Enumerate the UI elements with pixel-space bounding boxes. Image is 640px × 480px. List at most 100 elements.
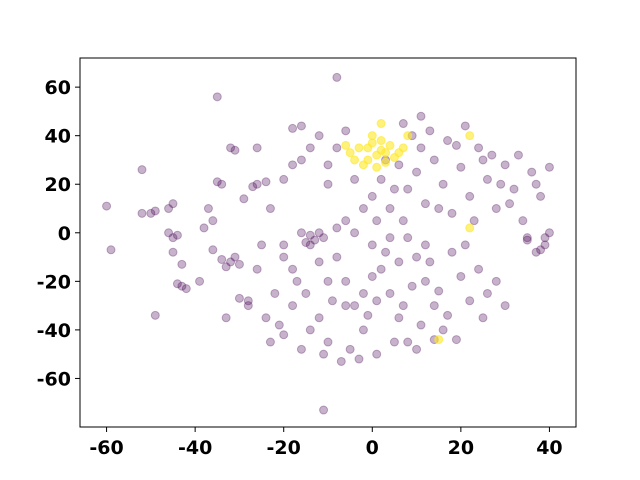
point (319, 405, 329, 415)
point (416, 320, 426, 330)
point (172, 230, 182, 240)
x-tick-label: 40 (536, 437, 562, 459)
point (288, 264, 298, 274)
point (274, 320, 284, 330)
point (434, 204, 444, 214)
point (443, 310, 453, 320)
point (332, 143, 342, 153)
point (332, 223, 342, 233)
point (305, 230, 315, 240)
point (522, 235, 532, 245)
point (505, 199, 515, 209)
point (305, 143, 315, 153)
point (474, 143, 484, 153)
point (168, 199, 178, 209)
point (527, 167, 537, 177)
point (540, 240, 550, 250)
point (478, 155, 488, 165)
point (536, 245, 546, 255)
point (394, 313, 404, 323)
point (265, 337, 275, 347)
point (177, 281, 187, 291)
point (389, 184, 399, 194)
point (106, 245, 116, 255)
point (243, 301, 253, 311)
point (403, 337, 413, 347)
point (372, 162, 382, 172)
point (323, 179, 333, 189)
point (350, 228, 360, 238)
point (398, 301, 408, 311)
point (438, 325, 448, 335)
point (305, 240, 315, 250)
point (363, 310, 373, 320)
point (460, 240, 470, 250)
point (137, 165, 147, 175)
point (230, 252, 240, 262)
point (381, 247, 391, 257)
point (376, 174, 386, 184)
x-tick-label: -20 (267, 437, 301, 459)
point (350, 301, 360, 311)
point (482, 174, 492, 184)
point (372, 349, 382, 359)
point (310, 235, 320, 245)
point (367, 271, 377, 281)
point (301, 238, 311, 247)
point (288, 123, 298, 133)
point (341, 276, 351, 286)
point (164, 228, 174, 238)
point (398, 216, 408, 226)
point (496, 179, 506, 189)
point (398, 119, 408, 129)
point (102, 201, 112, 211)
point (314, 131, 324, 141)
point (239, 194, 249, 204)
point (257, 240, 267, 250)
point (367, 240, 377, 250)
point (358, 204, 368, 214)
point (221, 313, 231, 323)
point (358, 325, 368, 335)
point (265, 204, 275, 214)
point (137, 208, 147, 218)
plot-frame (79, 57, 577, 428)
point (456, 271, 466, 281)
point (385, 140, 395, 150)
point (301, 288, 311, 298)
point (217, 254, 227, 264)
point (491, 276, 501, 286)
point (443, 136, 453, 146)
point (261, 177, 271, 187)
point (518, 216, 528, 226)
point (146, 208, 156, 218)
point (203, 204, 213, 214)
point (195, 276, 205, 286)
point (345, 344, 355, 354)
point (491, 204, 501, 214)
point (509, 184, 519, 194)
point (288, 160, 298, 170)
y-tick-label: -60 (37, 368, 71, 390)
point (288, 301, 298, 311)
point (212, 177, 222, 187)
point (394, 160, 404, 170)
point (425, 257, 435, 267)
x-tick-label: 0 (366, 437, 379, 459)
point (226, 257, 236, 267)
point (150, 310, 160, 320)
point (403, 184, 413, 194)
point (199, 223, 209, 233)
point (403, 131, 413, 141)
point (332, 252, 342, 262)
point (531, 179, 541, 189)
point (164, 204, 174, 214)
point (323, 276, 333, 286)
point (385, 204, 395, 214)
point (522, 233, 532, 243)
point (398, 143, 408, 153)
point (451, 335, 461, 345)
point (230, 145, 240, 155)
point (252, 179, 262, 189)
